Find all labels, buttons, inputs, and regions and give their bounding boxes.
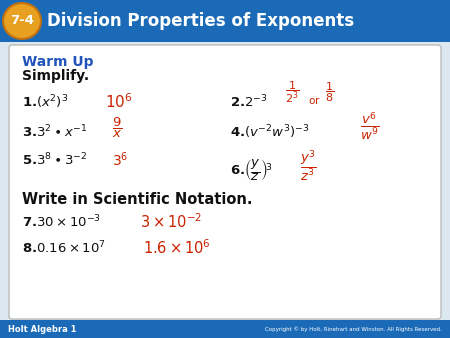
Text: Warm Up: Warm Up xyxy=(22,55,94,69)
Text: $\mathbf{7.}$: $\mathbf{7.}$ xyxy=(22,216,37,228)
Text: $3^6$: $3^6$ xyxy=(112,151,128,169)
Text: Write in Scientific Notation.: Write in Scientific Notation. xyxy=(22,193,252,208)
Text: $1.6 \times 10^{6}$: $1.6 \times 10^{6}$ xyxy=(143,239,211,257)
Text: $\dfrac{y^3}{z^3}$: $\dfrac{y^3}{z^3}$ xyxy=(300,148,317,184)
Text: $\mathbf{5.}$: $\mathbf{5.}$ xyxy=(22,153,37,167)
Bar xyxy=(0,320,450,338)
Text: $(x^2)^3$: $(x^2)^3$ xyxy=(36,93,68,111)
Text: $\mathbf{2.}$: $\mathbf{2.}$ xyxy=(230,96,245,108)
Text: $\left(\dfrac{y}{z}\right)^{\!3}$: $\left(\dfrac{y}{z}\right)^{\!3}$ xyxy=(244,157,273,183)
Text: $\mathbf{4.}$: $\mathbf{4.}$ xyxy=(230,125,245,139)
Text: $\dfrac{1}{2^3}$: $\dfrac{1}{2^3}$ xyxy=(285,79,299,105)
Text: Simplify.: Simplify. xyxy=(22,69,89,83)
Text: Holt Algebra 1: Holt Algebra 1 xyxy=(8,324,76,334)
Text: $\mathrm{or}$: $\mathrm{or}$ xyxy=(308,95,321,105)
Ellipse shape xyxy=(3,3,41,39)
Text: $30 \times 10^{-3}$: $30 \times 10^{-3}$ xyxy=(36,214,101,230)
Text: $\mathbf{1.}$: $\mathbf{1.}$ xyxy=(22,96,37,108)
Text: $\mathbf{3.}$: $\mathbf{3.}$ xyxy=(22,125,37,139)
Text: $\mathbf{6.}$: $\mathbf{6.}$ xyxy=(230,164,245,176)
Text: $\mathbf{8.}$: $\mathbf{8.}$ xyxy=(22,241,37,255)
Text: $3^2 \bullet x^{-1}$: $3^2 \bullet x^{-1}$ xyxy=(36,124,87,140)
Text: $\left(v^{-2}w^3\right)^{-3}$: $\left(v^{-2}w^3\right)^{-3}$ xyxy=(244,123,310,141)
Text: $3 \times 10^{-2}$: $3 \times 10^{-2}$ xyxy=(140,213,202,231)
FancyBboxPatch shape xyxy=(9,45,441,319)
Text: $0.16 \times 10^{7}$: $0.16 \times 10^{7}$ xyxy=(36,240,106,256)
Text: $10^6$: $10^6$ xyxy=(105,93,133,111)
Text: $\dfrac{9}{x}$: $\dfrac{9}{x}$ xyxy=(112,116,123,140)
Text: $\dfrac{v^6}{w^9}$: $\dfrac{v^6}{w^9}$ xyxy=(360,110,380,142)
Text: $2^{-3}$: $2^{-3}$ xyxy=(244,94,267,110)
Text: Copyright © by Holt, Rinehart and Winston. All Rights Reserved.: Copyright © by Holt, Rinehart and Winsto… xyxy=(265,326,442,332)
Text: Division Properties of Exponents: Division Properties of Exponents xyxy=(47,12,354,30)
Text: $3^8 \bullet 3^{-2}$: $3^8 \bullet 3^{-2}$ xyxy=(36,152,87,168)
Text: 7-4: 7-4 xyxy=(10,15,34,27)
Bar xyxy=(0,0,450,42)
Text: $\dfrac{1}{8}$: $\dfrac{1}{8}$ xyxy=(325,80,334,104)
